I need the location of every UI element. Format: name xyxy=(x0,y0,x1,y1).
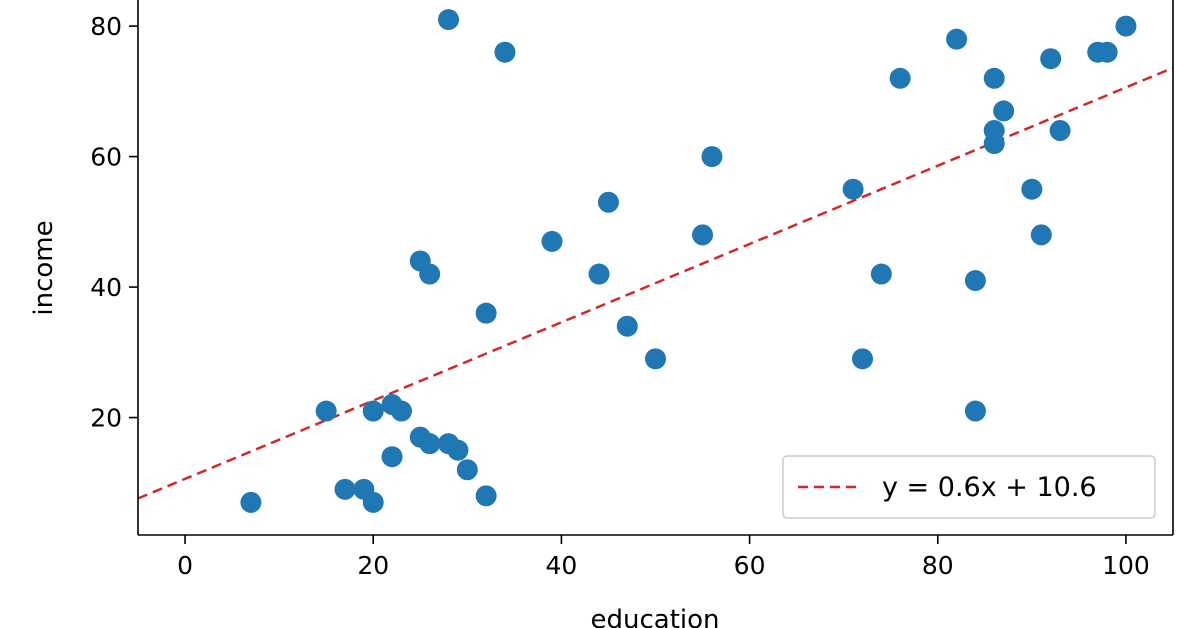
data-point xyxy=(1030,224,1052,246)
data-point xyxy=(362,400,384,422)
x-tick-label: 100 xyxy=(1102,551,1150,580)
data-point xyxy=(588,263,610,285)
fit-line-layer xyxy=(138,66,1173,500)
data-point xyxy=(993,100,1015,122)
data-point xyxy=(983,133,1005,155)
data-point xyxy=(362,491,384,513)
data-point xyxy=(438,9,459,31)
x-tick-label: 60 xyxy=(734,551,766,580)
data-point xyxy=(889,67,911,89)
y-tick-label: 20 xyxy=(90,404,122,433)
x-tick-label: 80 xyxy=(922,551,954,580)
data-point xyxy=(381,446,403,468)
data-point xyxy=(701,146,723,168)
data-point xyxy=(1040,48,1062,70)
points-layer xyxy=(240,9,1137,513)
x-tick-label: 20 xyxy=(357,551,389,580)
data-point xyxy=(1021,178,1043,200)
data-point xyxy=(475,302,497,324)
data-point xyxy=(692,224,714,246)
y-tick-label: 60 xyxy=(90,143,122,172)
data-point xyxy=(315,400,337,422)
data-point xyxy=(541,230,563,252)
data-point xyxy=(1115,15,1137,37)
data-point xyxy=(597,191,619,213)
legend-box xyxy=(782,455,1156,519)
data-point xyxy=(447,439,469,461)
data-point xyxy=(946,28,968,50)
data-point xyxy=(964,400,986,422)
data-point xyxy=(419,433,441,455)
data-point xyxy=(419,263,441,285)
data-point xyxy=(390,400,412,422)
data-point xyxy=(983,67,1005,89)
data-point xyxy=(870,263,892,285)
data-point xyxy=(456,459,478,481)
data-point xyxy=(494,41,516,63)
data-point xyxy=(645,348,666,370)
data-point xyxy=(1049,119,1071,141)
legend-label: y = 0.6x + 10.6 xyxy=(882,472,1097,503)
x-tick-label: 0 xyxy=(177,551,193,580)
y-tick-label: 40 xyxy=(90,273,122,302)
axes: 0 20 40 60 80 100 20 40 60 80 xyxy=(90,0,1174,580)
data-point xyxy=(240,491,262,513)
data-point xyxy=(334,478,356,500)
data-point xyxy=(842,178,864,200)
fit-line xyxy=(138,66,1173,500)
data-point xyxy=(852,348,873,370)
data-point xyxy=(475,485,497,507)
x-tick-label: 40 xyxy=(546,551,578,580)
data-point xyxy=(616,315,638,337)
x-axis-label: education xyxy=(590,605,719,628)
data-point xyxy=(964,270,986,292)
y-tick-label: 80 xyxy=(90,12,122,41)
data-point xyxy=(1096,41,1118,63)
legend: y = 0.6x + 10.6 xyxy=(782,455,1156,519)
y-axis-label: income xyxy=(29,220,59,315)
